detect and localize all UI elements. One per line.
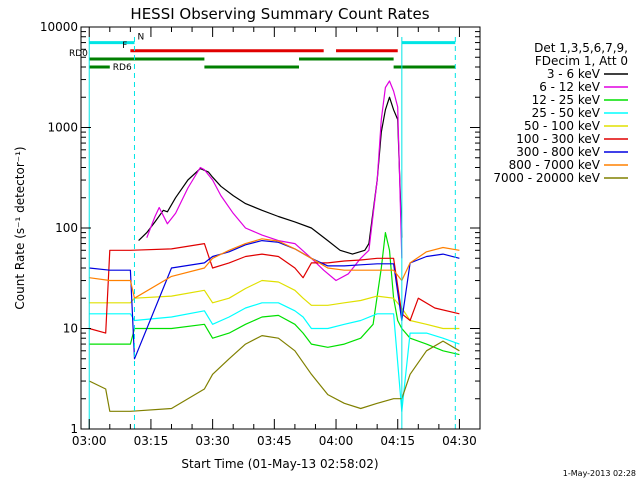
y-tick-label: 1000 bbox=[47, 121, 78, 135]
x-tick-label: 03:30 bbox=[195, 434, 230, 448]
series-line-1 bbox=[138, 96, 403, 255]
series-layer bbox=[88, 80, 460, 412]
legend-label: 7000 - 20000 keV bbox=[493, 171, 600, 185]
legend-label: 50 - 100 keV bbox=[524, 119, 601, 133]
x-tick-label: 04:00 bbox=[319, 434, 354, 448]
y-tick-label: 100 bbox=[55, 221, 78, 235]
legend-label: 12 - 25 keV bbox=[532, 93, 601, 107]
axes-layer: 1 10 100 1000 10000 03:00 03:15 03:30 03:45 04:00… bbox=[40, 20, 480, 448]
y-tick-label: 10000 bbox=[40, 20, 78, 34]
series-line-8 bbox=[89, 238, 460, 299]
flag-label-n: N bbox=[137, 33, 144, 43]
legend-label: 800 - 7000 keV bbox=[509, 158, 601, 172]
legend-label: 100 - 300 keV bbox=[516, 132, 600, 146]
y-tick-label: 1 bbox=[70, 422, 78, 436]
flag-label-rd0: RD0 bbox=[69, 49, 88, 59]
flag-label-rd6: RD6 bbox=[113, 63, 132, 73]
vertical-markers-layer bbox=[88, 37, 456, 429]
flag-label-f: F bbox=[122, 41, 127, 51]
series-line-3 bbox=[89, 232, 460, 356]
legend-label: 300 - 800 keV bbox=[516, 145, 600, 159]
x-tick-label: 03:15 bbox=[134, 434, 169, 448]
legend-label: 25 - 50 keV bbox=[532, 106, 601, 120]
chart-title: HESSI Observing Summary Count Rates bbox=[130, 5, 429, 23]
legend: Det 1,3,5,6,7,9, FDecim 1, Att 0 3 - 6 k… bbox=[493, 41, 628, 185]
flag-bars-layer: NF RD0 RD6 bbox=[69, 33, 456, 73]
x-tick-label: 04:30 bbox=[442, 434, 477, 448]
series-line-9 bbox=[88, 335, 460, 412]
series-line-5 bbox=[89, 279, 460, 330]
series-line-4 bbox=[89, 302, 460, 412]
y-tick-label: 10 bbox=[63, 322, 78, 336]
legend-label: 6 - 12 keV bbox=[539, 80, 601, 94]
legend-header-line-2: FDecim 1, Att 0 bbox=[535, 54, 628, 68]
legend-header-line-1: Det 1,3,5,6,7,9, bbox=[534, 41, 628, 55]
x-tick-label: 04:15 bbox=[380, 434, 415, 448]
y-axis-label: Count Rate (s⁻¹ detector⁻¹) bbox=[13, 146, 27, 309]
x-tick-label: 03:45 bbox=[257, 434, 292, 448]
legend-label: 3 - 6 keV bbox=[547, 67, 601, 81]
series-line-2 bbox=[146, 80, 403, 282]
timestamp: 1-May-2013 02:28 bbox=[563, 469, 636, 478]
x-tick-label: 03:00 bbox=[72, 434, 107, 448]
x-axis-label: Start Time (01-May-13 02:58:02) bbox=[181, 457, 378, 471]
